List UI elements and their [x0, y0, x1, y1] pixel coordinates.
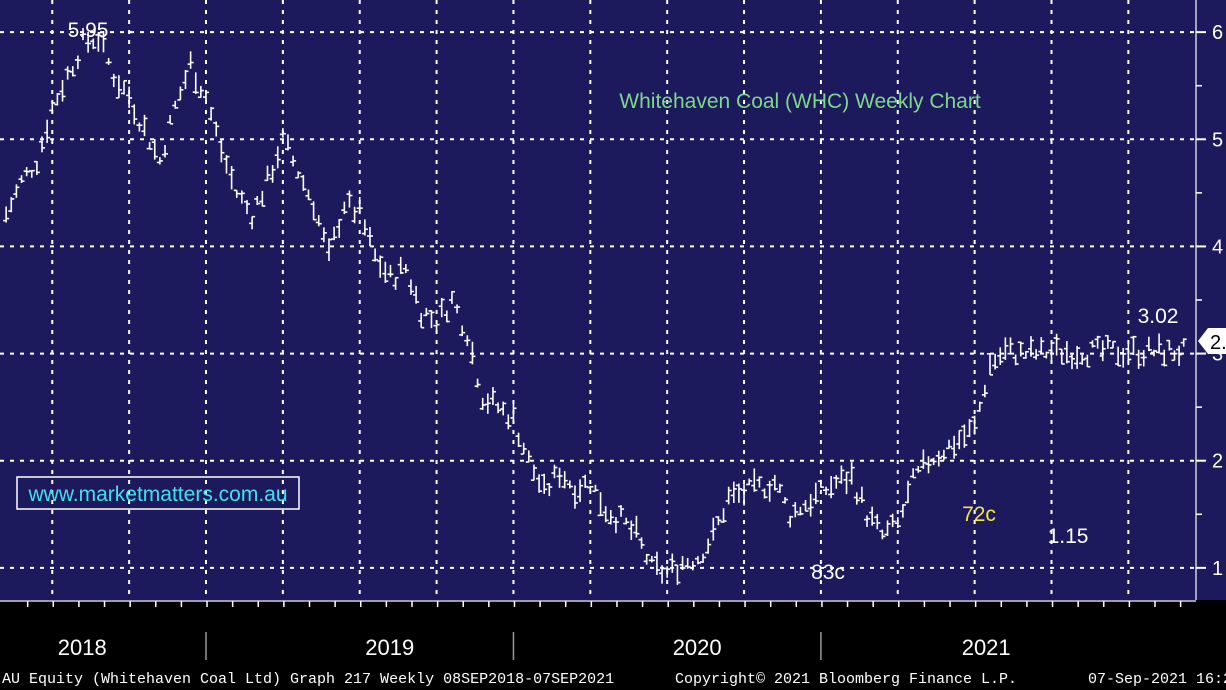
last-price-tag: [1198, 328, 1226, 354]
price-annotation: 83c: [811, 561, 845, 584]
watermark-link[interactable]: www.marketmatters.com.au: [27, 483, 287, 506]
plot-background: [0, 0, 1196, 600]
y-tick-label: 2: [1212, 451, 1223, 473]
y-tick-label: 5: [1212, 129, 1223, 151]
price-annotation: 1.15: [1048, 525, 1089, 548]
price-annotation: 5.95: [68, 19, 109, 42]
footer-timestamp: 07-Sep-2021 16:2: [1088, 671, 1226, 688]
y-tick-label: 3: [1212, 344, 1223, 366]
y-tick-label: 4: [1212, 236, 1223, 258]
price-annotation: 3.02: [1138, 305, 1179, 328]
x-tick-label: 2020: [673, 635, 722, 660]
footer-security-description: AU Equity (Whitehaven Coal Ltd) Graph 21…: [2, 671, 614, 688]
last-price-tag-label: 2.: [1210, 332, 1226, 354]
price-annotation: 72c: [962, 503, 996, 526]
x-tick-label: 2018: [58, 635, 107, 660]
chart-title: Whitehaven Coal (WHC) Weekly Chart: [619, 90, 981, 113]
y-tick-label: 1: [1212, 558, 1223, 580]
watermark-box: [16, 476, 300, 510]
price-series: [3, 28, 1187, 585]
price-annotations: 5.95 83c 72c 1.15 3.02: [68, 19, 1179, 584]
footer-copyright: Copyright© 2021 Bloomberg Finance L.P.: [675, 671, 1017, 688]
x-axis-panel: [0, 600, 1226, 690]
x-axis-ticks: 2018 2019 2020 2021: [26, 601, 1182, 660]
y-axis-ticks: 6 5 4 3 2 1: [1196, 22, 1223, 580]
x-tick-label: 2021: [962, 635, 1011, 660]
x-tick-label: 2019: [365, 635, 414, 660]
y-tick-label: 6: [1212, 22, 1223, 44]
